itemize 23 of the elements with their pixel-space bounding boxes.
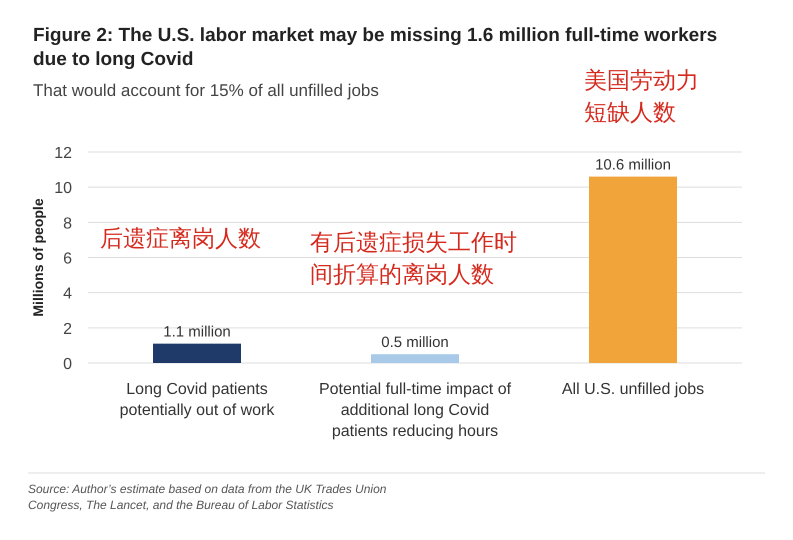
annotation: 后遗症离岗人数 [100,225,261,251]
chart-title: Figure 2: The U.S. labor market may be missing 1.6 million full-time workers due to long Covid [33,25,718,70]
y-tick-label: 10 [54,180,72,198]
text: 美国劳动力短缺人数 [584,67,699,125]
data-label: 10.6 million [595,156,671,174]
data-label: 0.5 million [381,334,449,352]
bar [589,176,677,363]
x-tick-label: All U.S. unfilled jobs [562,381,704,398]
y-tick-label: 2 [63,320,72,338]
bar [371,354,459,363]
x-tick-label: Potential full-time impact of additional long Covid patients reducing hours [318,381,512,440]
y-tick-label: 6 [63,250,72,268]
data-label: 1.1 million [163,324,231,341]
source-note: Source: Author’s estimate based on data from the UK Trades Union Congress, The Lancet, and the Bureau of Labor Statistics [28,482,387,512]
y-tick-label: 4 [63,286,72,303]
annotation: 有后遗症损失工作时间折算的离岗人数 [310,229,517,287]
y-tick-label: 12 [54,145,72,162]
y-axis-title: Millions of people [30,198,46,317]
bar [153,344,241,363]
y-tick-label: 0 [63,356,72,373]
y-tick-label: 8 [63,215,72,232]
x-tick-label: Long Covid patients potentially out of work [120,381,276,419]
chart-subtitle: That would account for 15% of all unfilled jobs [33,81,379,100]
